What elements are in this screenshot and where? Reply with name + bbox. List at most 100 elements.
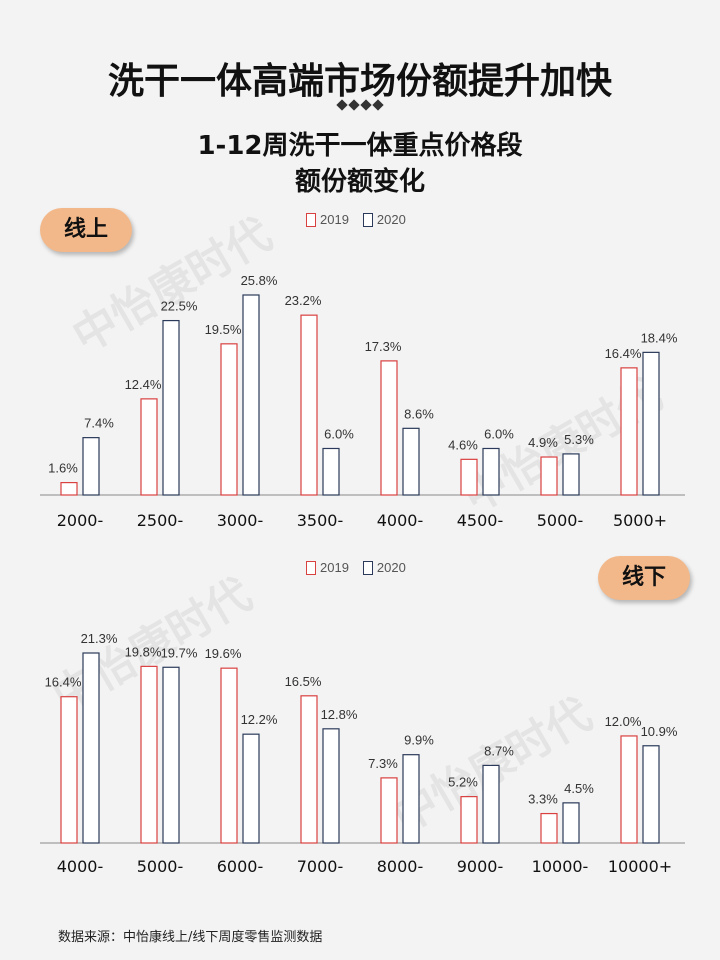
- bar-2020: [82, 437, 100, 496]
- legend-label-2019: 2019: [320, 212, 349, 227]
- bar-2020: [402, 754, 420, 844]
- bar-2019: [60, 481, 78, 496]
- data-label-2019: 4.9%: [528, 435, 558, 450]
- data-label-2019: 16.4%: [605, 346, 642, 361]
- data-label-2020: 4.5%: [564, 781, 594, 796]
- data-label-2020: 5.3%: [564, 432, 594, 447]
- bar-2020: [562, 802, 580, 844]
- bar-2020: [402, 427, 420, 496]
- bar-2019: [540, 812, 558, 844]
- data-label-2020: 21.3%: [81, 631, 118, 646]
- x-tick-label: 3500-: [297, 511, 344, 530]
- bar-2020: [562, 453, 580, 496]
- data-label-2019: 3.3%: [528, 792, 558, 807]
- data-label-2019: 16.5%: [285, 674, 322, 689]
- chart-subtitle: 1-12周洗干一体重点价格段 额份额变化: [0, 128, 720, 200]
- x-tick-label: 4000-: [377, 511, 424, 530]
- data-label-2019: 12.4%: [125, 377, 162, 392]
- data-label-2020: 10.9%: [641, 724, 678, 739]
- legend-swatch-2020: [362, 212, 373, 227]
- data-label-2019: 1.6%: [48, 461, 78, 476]
- x-tick-label: 2000-: [57, 511, 104, 530]
- data-label-2020: 25.8%: [241, 273, 278, 288]
- data-label-2020: 6.0%: [484, 426, 514, 441]
- bar-2019: [380, 777, 398, 844]
- data-label-2020: 18.4%: [641, 330, 678, 345]
- x-tick-label: 6000-: [217, 857, 264, 876]
- bar-2019: [620, 735, 638, 844]
- bar-2020: [242, 294, 260, 496]
- legend-label-2020: 2020: [376, 212, 406, 227]
- diamond-icon: [348, 99, 360, 111]
- bar-2019: [540, 456, 558, 496]
- data-label-2020: 12.2%: [241, 712, 278, 727]
- bar-2020: [482, 764, 500, 844]
- bar-2019: [620, 367, 638, 496]
- bar-2020: [642, 745, 660, 844]
- bar-2020: [242, 733, 260, 844]
- x-tick-label: 5000+: [613, 511, 667, 530]
- data-label-2019: 19.6%: [205, 646, 242, 661]
- badge-offline: 线下: [598, 556, 690, 600]
- subtitle-line-1: 1-12周洗干一体重点价格段: [197, 131, 523, 161]
- bar-2019: [300, 695, 318, 844]
- x-tick-label: 4000-: [57, 857, 104, 876]
- data-label-2019: 19.5%: [205, 322, 242, 337]
- online-bar-chart: 2000- 1.6% 7.4% 2500- 12.4% 22.5% 3000- 19.5% 25…: [40, 273, 685, 530]
- legend-offline: 2019 2020: [306, 560, 420, 575]
- data-label-2019: 5.2%: [448, 775, 478, 790]
- data-label-2020: 8.6%: [404, 406, 434, 421]
- diamond-icon: [336, 99, 348, 111]
- data-label-2019: 12.0%: [605, 714, 642, 729]
- x-tick-label: 10000+: [608, 857, 672, 876]
- bar-2019: [60, 696, 78, 844]
- main-title: 洗干一体高端市场份额提升加快: [107, 61, 612, 102]
- data-label-2020: 12.8%: [321, 707, 358, 722]
- legend-label-2020: 2020: [376, 560, 406, 575]
- x-tick-label: 7000-: [297, 857, 344, 876]
- bar-2020: [162, 666, 180, 844]
- data-label-2020: 9.9%: [404, 733, 434, 748]
- data-label-2019: 19.8%: [125, 644, 162, 659]
- bar-2019: [460, 796, 478, 844]
- bar-2020: [162, 319, 180, 496]
- data-label-2019: 17.3%: [365, 339, 402, 354]
- bar-2019: [220, 667, 238, 844]
- data-label-2020: 19.7%: [161, 645, 198, 660]
- bar-2020: [482, 447, 500, 496]
- diamond-icon: [360, 99, 372, 111]
- x-tick-label: 3000-: [217, 511, 264, 530]
- badge-online: 线上: [40, 208, 132, 252]
- data-label-2020: 8.7%: [484, 743, 514, 758]
- bar-2020: [322, 728, 340, 844]
- bar-2020: [322, 447, 340, 496]
- x-tick-label: 10000-: [532, 857, 589, 876]
- subtitle-line-2: 额份额变化: [294, 167, 425, 197]
- bar-2019: [220, 343, 238, 496]
- bar-2019: [380, 360, 398, 496]
- bar-2019: [300, 314, 318, 496]
- x-tick-label: 4500-: [457, 511, 504, 530]
- offline-bar-chart: 4000- 16.4% 21.3% 5000- 19.8% 19.7% 6000- 19.6%…: [40, 631, 685, 876]
- bar-2020: [82, 652, 100, 844]
- legend-label-2019: 2019: [320, 560, 349, 575]
- legend-swatch-2019: [306, 560, 316, 575]
- bar-2020: [642, 351, 660, 496]
- data-label-2020: 22.5%: [161, 299, 198, 314]
- data-label-2019: 16.4%: [45, 675, 82, 690]
- bar-2019: [140, 665, 158, 844]
- title-divider: [0, 96, 720, 114]
- bar-2019: [460, 458, 478, 496]
- legend-swatch-2019: [306, 212, 316, 227]
- legend-swatch-2020: [362, 560, 373, 575]
- legend-online: 2019 2020: [306, 212, 420, 227]
- data-source-note: 数据来源：中怡康线上/线下周度零售监测数据: [58, 930, 323, 945]
- data-label-2019: 23.2%: [285, 293, 322, 308]
- x-tick-label: 5000-: [137, 857, 184, 876]
- x-tick-label: 9000-: [457, 857, 504, 876]
- x-tick-label: 8000-: [377, 857, 424, 876]
- diamond-icon: [372, 99, 384, 111]
- data-label-2020: 7.4%: [84, 416, 114, 431]
- x-tick-label: 2500-: [137, 511, 184, 530]
- x-tick-label: 5000-: [537, 511, 584, 530]
